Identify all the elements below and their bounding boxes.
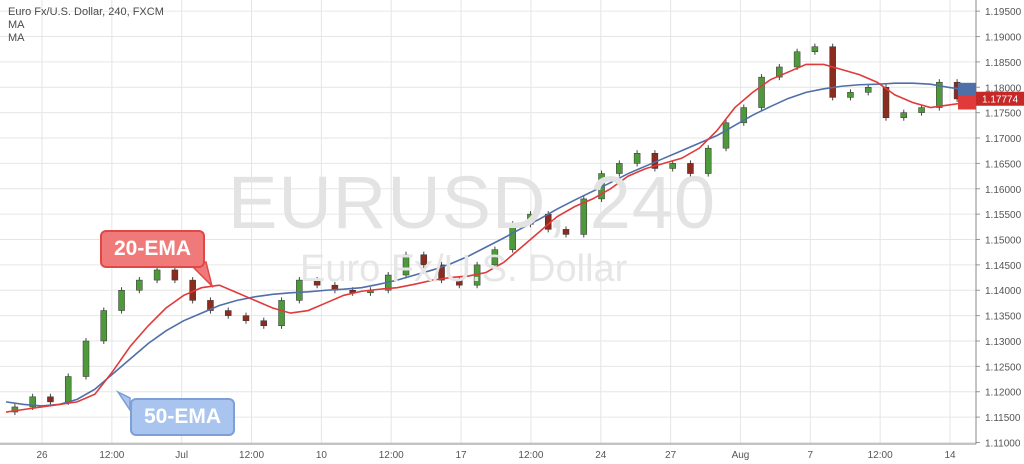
candle-down: [313, 279, 321, 286]
x-tick-label: 12:00: [379, 450, 404, 461]
x-tick-label: 24: [595, 450, 607, 461]
y-tick-label: 1.12500: [985, 362, 1022, 373]
candle-up: [811, 46, 819, 53]
x-tick-label: 14: [944, 450, 956, 461]
last-price-label: 1.17774: [982, 95, 1019, 106]
x-tick-label: 12:00: [99, 450, 124, 461]
candle-up: [669, 163, 676, 169]
y-tick-label: 1.16000: [985, 185, 1022, 196]
y-tick-label: 1.13000: [985, 337, 1022, 348]
ema-20-line: [5, 63, 967, 413]
x-tick-label: Aug: [732, 450, 750, 461]
y-tick-label: 1.18000: [985, 83, 1022, 94]
chart-legend: Euro Fx/U.S. Dollar, 240, FXCM MA MA: [8, 6, 164, 45]
candle-down: [829, 46, 836, 98]
candle-up: [616, 163, 623, 174]
candle-up: [776, 66, 783, 78]
candle-down: [882, 87, 890, 118]
candle-up: [847, 92, 854, 98]
candle-up: [296, 279, 303, 301]
candle-up: [900, 112, 908, 118]
candle-up: [740, 107, 748, 124]
candle-down: [562, 229, 570, 235]
y-tick-label: 1.16500: [985, 159, 1022, 170]
candle-up: [153, 269, 161, 281]
candle-down: [242, 315, 250, 321]
y-tick-label: 1.15500: [985, 210, 1022, 221]
candle-up: [580, 198, 588, 235]
candle-up: [864, 87, 872, 93]
x-tick-label: 26: [36, 450, 48, 461]
x-tick-label: 12:00: [239, 450, 264, 461]
ema-50-line: [5, 82, 967, 407]
x-tick-label: 17: [456, 450, 468, 461]
x-tick-label: 12:00: [518, 450, 543, 461]
candle-up: [491, 249, 499, 266]
x-tick-label: 27: [665, 450, 677, 461]
candle-down: [224, 310, 232, 316]
candle-up: [11, 406, 19, 413]
candle-down: [438, 264, 445, 281]
candle-up: [29, 396, 36, 408]
candle-up: [82, 340, 90, 377]
candle-up: [100, 310, 108, 342]
candle-down: [47, 396, 54, 403]
y-tick-label: 1.11000: [985, 438, 1021, 449]
x-tick-label: 12:00: [868, 450, 893, 461]
callout-50-pointer: [115, 390, 131, 413]
legend-symbol: Euro Fx/U.S. Dollar, 240, FXCM: [8, 6, 164, 18]
y-tick-label: 1.11500: [985, 413, 1021, 424]
y-tick-label: 1.17500: [985, 109, 1022, 120]
last-price-tag: [976, 91, 1024, 106]
candle-down: [456, 279, 463, 286]
candle-down: [260, 320, 268, 327]
ema-20-tag: [958, 95, 976, 110]
legend-ma-50: MA: [8, 32, 25, 44]
callout-50-ema: 50-EMA: [130, 398, 236, 436]
x-tick-label: Jul: [175, 450, 188, 461]
y-tick-label: 1.19500: [985, 7, 1022, 18]
x-tick-label: 10: [316, 450, 328, 461]
candle-down: [207, 300, 214, 311]
candle-down: [420, 254, 428, 266]
candle-up: [633, 152, 641, 164]
watermark-symbol: EURUSD, 240: [228, 161, 717, 244]
y-tick-label: 1.12000: [985, 388, 1022, 399]
x-tick-label: 7: [808, 450, 814, 461]
candle-up: [918, 107, 925, 113]
callout-20-ema: 20-EMA: [100, 230, 206, 268]
candle-up: [936, 81, 943, 108]
y-tick-label: 1.18500: [985, 58, 1022, 69]
y-tick-label: 1.19000: [985, 33, 1022, 44]
candle-up: [704, 147, 712, 174]
candle-up: [402, 254, 410, 276]
candle-up: [136, 279, 143, 291]
ema-50-tag: [958, 82, 976, 97]
candle-up: [509, 224, 516, 250]
candle-down: [171, 269, 179, 281]
watermark-name: Euro Fx/U.S. Dollar: [300, 248, 628, 290]
y-tick-label: 1.17000: [985, 134, 1022, 145]
y-tick-label: 1.14500: [985, 261, 1022, 272]
candle-up: [793, 51, 801, 68]
candle-up: [722, 122, 730, 149]
candle-up: [758, 76, 765, 108]
candle-down: [687, 163, 694, 174]
y-tick-label: 1.14000: [985, 286, 1022, 297]
candle-up: [64, 376, 72, 403]
y-tick-label: 1.13500: [985, 312, 1022, 323]
legend-ma-20: MA: [8, 19, 25, 31]
candle-up: [278, 300, 285, 327]
candle-up: [118, 289, 125, 311]
y-tick-label: 1.15000: [985, 236, 1022, 247]
